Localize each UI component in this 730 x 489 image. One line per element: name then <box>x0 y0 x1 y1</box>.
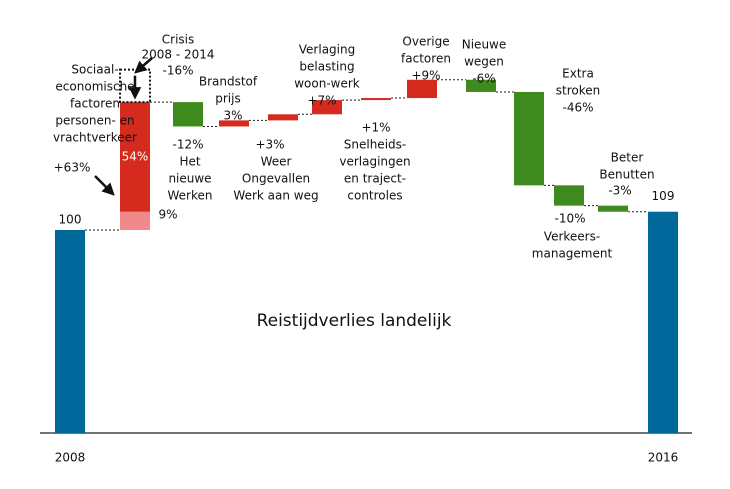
step-name: woon-werk <box>294 77 360 91</box>
value-label: -3% <box>608 184 631 198</box>
step-name: Nieuwe <box>462 38 507 52</box>
total-bar <box>55 230 85 433</box>
step-name: Benutten <box>599 168 654 182</box>
value-label: -46% <box>562 101 593 115</box>
value-label: +7% <box>307 94 336 108</box>
step-bar <box>219 120 249 127</box>
step-name: prijs <box>215 92 240 106</box>
crisis-box <box>119 68 151 104</box>
value-label: +63% <box>54 161 91 175</box>
segment-label: 9% <box>158 207 177 221</box>
step-name: management <box>532 247 613 261</box>
step-name: Overige <box>402 35 449 49</box>
arrow <box>134 57 153 74</box>
step-name: Ongevallen <box>242 172 310 186</box>
step-name: Verkeers- <box>544 230 600 244</box>
step-name: verlagingen <box>339 155 410 169</box>
step-name: nieuwe <box>168 172 211 186</box>
annotation-value: -16% <box>162 64 193 78</box>
x-label: 2008 <box>55 451 86 465</box>
step-name: Werk aan weg <box>233 189 318 203</box>
total-bar <box>648 211 678 433</box>
segment-bar <box>120 102 150 212</box>
step-name: Snelheids- <box>344 138 406 152</box>
value-label: -6% <box>472 72 495 86</box>
step-name: wegen <box>464 55 504 69</box>
value-label: -12% <box>172 138 203 152</box>
step-name: Sociaal- <box>71 63 118 77</box>
segment-bar <box>120 211 150 230</box>
value-label: +9% <box>411 69 440 83</box>
x-label: 2016 <box>648 451 679 465</box>
annotation-text: 2008 - 2014 <box>141 48 214 62</box>
value-label: 109 <box>652 189 675 203</box>
step-name: personen- en <box>55 114 134 128</box>
step-bar <box>268 114 298 121</box>
value-label: +1% <box>361 121 390 135</box>
step-name: vrachtverkeer <box>53 131 137 145</box>
step-name: factoren <box>401 52 451 66</box>
step-name: belasting <box>299 60 354 74</box>
step-name: economische <box>55 80 134 94</box>
step-bar <box>407 79 437 99</box>
step-name: Extra <box>562 67 594 81</box>
step-name: Weer <box>261 155 292 169</box>
step-bar <box>466 79 496 92</box>
step-bar <box>173 102 203 127</box>
step-name: Verlaging <box>299 43 355 57</box>
chart-title: Reistijdverlies landelijk <box>257 311 452 331</box>
value-label: 3% <box>223 109 242 123</box>
step-name: Beter <box>611 151 644 165</box>
step-bar <box>514 91 544 186</box>
step-bar <box>598 205 628 212</box>
step-name: Brandstof <box>199 75 258 89</box>
step-name: Het <box>179 155 200 169</box>
step-bar <box>554 185 584 206</box>
step-name: Werken <box>168 189 213 203</box>
annotation-text: Crisis <box>162 33 194 47</box>
step-bar <box>312 100 342 115</box>
value-label: -10% <box>554 212 585 226</box>
value-label: 100 <box>59 213 82 227</box>
step-bar <box>361 98 391 101</box>
segment-label: 54% <box>122 149 149 163</box>
step-name: controles <box>347 189 402 203</box>
step-name: factoren <box>70 97 120 111</box>
arrow <box>94 175 115 196</box>
value-label: +3% <box>255 138 284 152</box>
step-name: en traject- <box>344 172 406 186</box>
step-name: stroken <box>556 84 600 98</box>
